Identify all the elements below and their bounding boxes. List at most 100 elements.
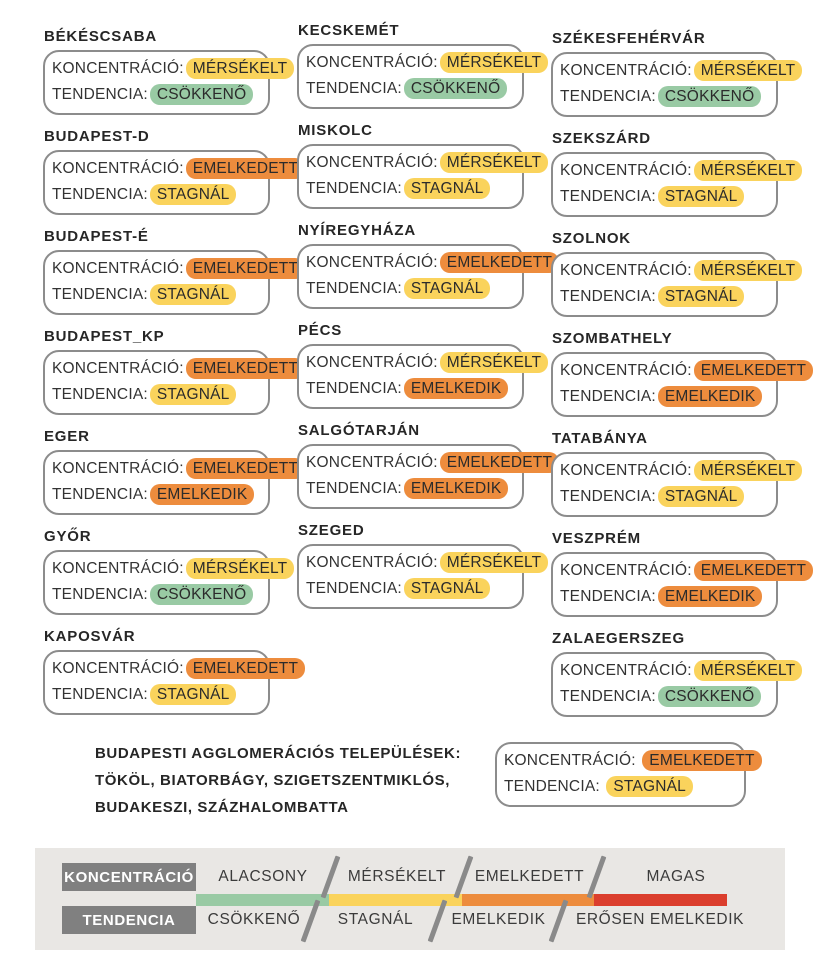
concentration-label: KONCENTRÁCIÓ: [52, 560, 184, 577]
city-name: SALGÓTARJÁN [298, 422, 420, 439]
city-block: ZALAEGERSZEG KONCENTRÁCIÓ: MÉRSÉKELT TENDEN… [551, 630, 803, 717]
trend-value: STAGNÁL [657, 186, 745, 207]
concentration-value: MÉRSÉKELT [439, 52, 549, 73]
trend-value: CSÖKKENŐ [657, 86, 762, 107]
trend-label: TENDENCIA: [560, 388, 656, 405]
legend-color-band [196, 894, 727, 906]
trend-label: TENDENCIA: [504, 778, 600, 795]
city-name: BUDAPEST-D [44, 128, 150, 145]
card-row: TENDENCIA: EMELKEDIK [560, 384, 771, 410]
concentration-value: MÉRSÉKELT [185, 558, 295, 579]
cards-column: KECSKEMÉT KONCENTRÁCIÓ: MÉRSÉKELT TENDENCIA… [297, 22, 560, 730]
concentration-label: KONCENTRÁCIÓ: [560, 162, 692, 179]
city-name: EGER [44, 428, 90, 445]
city-name: VESZPRÉM [552, 530, 641, 547]
card-row: KONCENTRÁCIÓ: EMELKEDETT [52, 356, 306, 382]
concentration-value: EMELKEDETT [439, 252, 560, 273]
concentration-value: MÉRSÉKELT [693, 460, 803, 481]
concentration-label: KONCENTRÁCIÓ: [306, 54, 438, 71]
card-row: TENDENCIA: STAGNÁL [560, 184, 771, 210]
city-card: KONCENTRÁCIÓ: EMELKEDETT TENDENCIA: EMELKED… [551, 552, 814, 617]
city-block: BUDAPEST-É KONCENTRÁCIÓ: EMELKEDETT TENDENC… [43, 228, 306, 315]
trend-label: TENDENCIA: [52, 486, 148, 503]
trend-value: CSÖKKENŐ [403, 78, 508, 99]
card-row: KONCENTRÁCIÓ: MÉRSÉKELT [306, 550, 549, 576]
city-block: PÉCS KONCENTRÁCIÓ: MÉRSÉKELT TENDENCIA: EMEL… [297, 322, 549, 409]
city-card: KONCENTRÁCIÓ: MÉRSÉKELT TENDENCIA: EMELKEDI… [297, 344, 549, 409]
city-card: KONCENTRÁCIÓ: MÉRSÉKELT TENDENCIA: STAGNÁL [297, 144, 549, 209]
trend-value: EMELKEDIK [403, 378, 509, 399]
city-block: BUDAPEST_KP KONCENTRÁCIÓ: EMELKEDETT TENDEN… [43, 328, 306, 415]
concentration-label: KONCENTRÁCIÓ: [504, 752, 636, 769]
trend-value: STAGNÁL [606, 776, 693, 797]
card-row: TENDENCIA: STAGNÁL [560, 284, 771, 310]
concentration-label: KONCENTRÁCIÓ: [560, 262, 692, 279]
card-row: KONCENTRÁCIÓ: MÉRSÉKELT [306, 150, 549, 176]
trend-label: TENDENCIA: [560, 588, 656, 605]
city-card: KONCENTRÁCIÓ: EMELKEDETT TENDENCIA: STAGNÁL [43, 650, 306, 715]
city-card: KONCENTRÁCIÓ: MÉRSÉKELT TENDENCIA: CSÖKKENŐ [43, 50, 295, 115]
trend-label: TENDENCIA: [306, 580, 402, 597]
trend-label: TENDENCIA: [52, 86, 148, 103]
city-card: KONCENTRÁCIÓ: MÉRSÉKELT TENDENCIA: STAGNÁL [297, 544, 549, 609]
concentration-label: KONCENTRÁCIÓ: [52, 260, 184, 277]
trend-value: STAGNÁL [403, 578, 491, 599]
city-name: GYŐR [44, 528, 92, 545]
card-row: KONCENTRÁCIÓ: EMELKEDETT [306, 250, 560, 276]
trend-value: EMELKEDIK [149, 484, 255, 505]
card-row: TENDENCIA: STAGNÁL [52, 282, 263, 308]
agglomeration-section: BUDAPESTI AGGLOMERÁCIÓS TELEPÜLÉSEK: TÖK… [95, 740, 820, 821]
concentration-value: EMELKEDETT [185, 458, 306, 479]
city-name: BÉKÉSCSABA [44, 28, 158, 45]
legend-band-segment-0 [196, 894, 329, 906]
city-card: KONCENTRÁCIÓ: MÉRSÉKELT TENDENCIA: CSÖKKENŐ [551, 652, 803, 717]
city-name: SZEKSZÁRD [552, 130, 651, 147]
card-row: TENDENCIA: STAGNÁL [306, 176, 517, 202]
city-name: MISKOLC [298, 122, 373, 139]
agglomeration-line: BUDAPESTI AGGLOMERÁCIÓS TELEPÜLÉSEK: [95, 745, 462, 762]
concentration-label: KONCENTRÁCIÓ: [560, 462, 692, 479]
card-row: TENDENCIA: STAGNÁL [560, 484, 771, 510]
legend-item-alacsony: ALACSONY [218, 868, 308, 885]
concentration-label: KONCENTRÁCIÓ: [560, 662, 692, 679]
card-row: TENDENCIA: CSÖKKENŐ [306, 76, 517, 102]
trend-label: TENDENCIA: [560, 488, 656, 505]
agglomeration-line: BUDAKESZI, SZÁZHALOMBATTA [95, 799, 349, 816]
city-card: KONCENTRÁCIÓ: EMELKEDETT TENDENCIA: STAGNÁL [43, 150, 306, 215]
concentration-value: MÉRSÉKELT [693, 660, 803, 681]
concentration-label: KONCENTRÁCIÓ: [560, 562, 692, 579]
city-block: SZEKSZÁRD KONCENTRÁCIÓ: MÉRSÉKELT TENDENCIA… [551, 130, 803, 217]
trend-label: TENDENCIA: [306, 280, 402, 297]
city-block: SZEGED KONCENTRÁCIÓ: MÉRSÉKELT TENDENCIA: ST… [297, 522, 549, 609]
concentration-label: KONCENTRÁCIÓ: [306, 354, 438, 371]
card-row: TENDENCIA: STAGNÁL [504, 774, 739, 800]
trend-label: TENDENCIA: [560, 688, 656, 705]
concentration-label: KONCENTRÁCIÓ: [306, 554, 438, 571]
card-row: KONCENTRÁCIÓ: EMELKEDETT [52, 156, 306, 182]
city-block: SZÉKESFEHÉRVÁR KONCENTRÁCIÓ: MÉRSÉKELT TEND… [551, 30, 803, 117]
city-block: BÉKÉSCSABA KONCENTRÁCIÓ: MÉRSÉKELT TENDENCI… [43, 28, 295, 115]
concentration-value: EMELKEDETT [185, 258, 306, 279]
card-row: KONCENTRÁCIÓ: EMELKEDETT [504, 748, 762, 774]
trend-label: TENDENCIA: [560, 188, 656, 205]
card-row: KONCENTRÁCIÓ: MÉRSÉKELT [306, 350, 549, 376]
card-row: KONCENTRÁCIÓ: MÉRSÉKELT [560, 158, 803, 184]
city-card: KONCENTRÁCIÓ: EMELKEDETT TENDENCIA: STAGNÁL [297, 244, 560, 309]
card-row: KONCENTRÁCIÓ: MÉRSÉKELT [560, 58, 803, 84]
legend-concentration-label: KONCENTRÁCIÓ [62, 863, 196, 891]
concentration-value: EMELKEDETT [439, 452, 560, 473]
city-name: SZOLNOK [552, 230, 631, 247]
city-card: KONCENTRÁCIÓ: MÉRSÉKELT TENDENCIA: CSÖKKENŐ [43, 550, 295, 615]
concentration-value: EMELKEDETT [693, 360, 814, 381]
concentration-label: KONCENTRÁCIÓ: [560, 362, 692, 379]
city-card: KONCENTRÁCIÓ: MÉRSÉKELT TENDENCIA: STAGNÁL [551, 452, 803, 517]
concentration-label: KONCENTRÁCIÓ: [52, 660, 184, 677]
concentration-value: MÉRSÉKELT [439, 152, 549, 173]
city-name: SZEGED [298, 522, 365, 539]
card-row: KONCENTRÁCIÓ: EMELKEDETT [52, 656, 306, 682]
city-name: TATABÁNYA [552, 430, 648, 447]
city-name: BUDAPEST-É [44, 228, 149, 245]
card-row: KONCENTRÁCIÓ: MÉRSÉKELT [560, 258, 803, 284]
trend-value: EMELKEDIK [657, 586, 763, 607]
city-block: SZOMBATHELY KONCENTRÁCIÓ: EMELKEDETT TENDEN… [551, 330, 814, 417]
